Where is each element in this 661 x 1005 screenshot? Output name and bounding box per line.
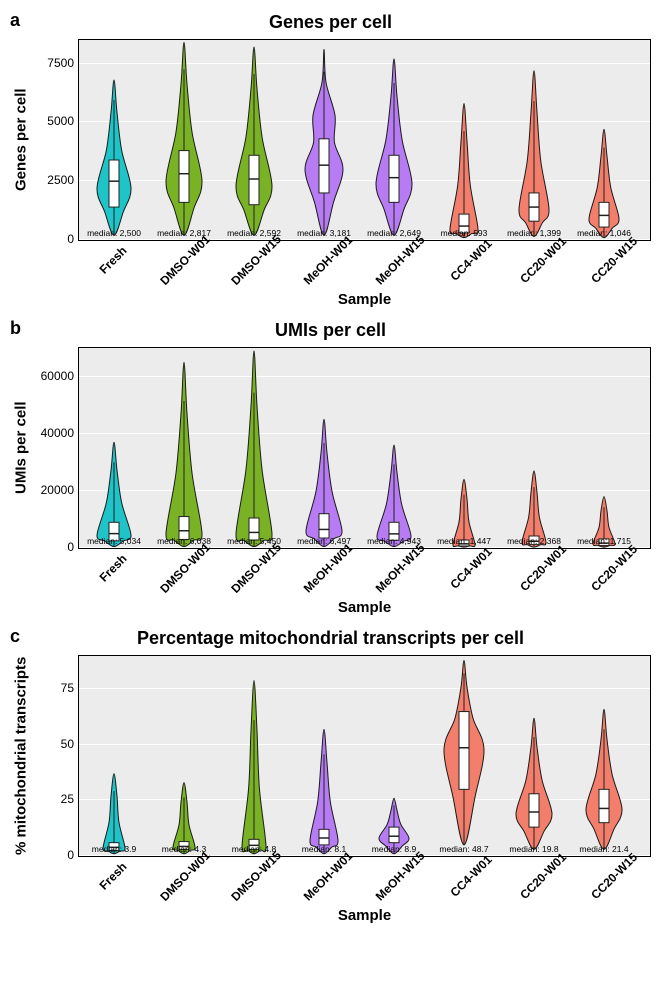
plot-area: median: 2,500median: 2,817median: 2,592m… <box>78 39 651 241</box>
y-axis-label: UMIs per cell <box>10 347 32 549</box>
y-axis-label: Genes per cell <box>10 39 32 241</box>
x-axis-row: FreshDMSO-W01DMSO-W15MeOH-W01MeOH-W15CC4… <box>78 549 651 597</box>
y-tick-label: 5000 <box>47 114 74 128</box>
y-tick-label: 2500 <box>47 173 74 187</box>
violin-layer <box>79 656 639 856</box>
chart-row: % mitochondrial transcripts0255075median… <box>10 655 651 857</box>
panel-a: aGenes per cellGenes per cell02500500075… <box>10 10 651 308</box>
y-tick-column: 0255075 <box>32 655 78 855</box>
chart-row: Genes per cell0250050007500median: 2,500… <box>10 39 651 241</box>
chart-title: Percentage mitochondrial transcripts per… <box>10 628 651 649</box>
panel-letter: a <box>10 10 20 31</box>
chart-row: UMIs per cell0200004000060000median: 5,0… <box>10 347 651 549</box>
figure: aGenes per cellGenes per cell02500500075… <box>10 10 651 934</box>
violin-layer <box>79 348 639 548</box>
panel-b: bUMIs per cellUMIs per cell0200004000060… <box>10 318 651 616</box>
y-tick-column: 0200004000060000 <box>32 347 78 547</box>
chart-title: Genes per cell <box>10 12 651 33</box>
y-tick-label: 20000 <box>41 483 74 497</box>
boxplot-box <box>249 155 259 204</box>
median-label: median: 593 <box>441 228 488 238</box>
panel-c: cPercentage mitochondrial transcripts pe… <box>10 626 651 924</box>
plot-area: median: 5,034median: 6,038median: 5,450m… <box>78 347 651 549</box>
median-label: median: 48.7 <box>439 844 488 854</box>
x-axis-row: FreshDMSO-W01DMSO-W15MeOH-W01MeOH-W15CC4… <box>78 857 651 905</box>
median-label: median: 19.8 <box>509 844 558 854</box>
median-label: median: 1,399 <box>507 228 561 238</box>
median-label: median: 2,368 <box>507 536 561 546</box>
boxplot-box <box>459 712 469 790</box>
y-tick-label: 25 <box>61 792 74 806</box>
violin-layer <box>79 40 639 240</box>
plot-area: median: 3.9median: 4.3median: 4.8median:… <box>78 655 651 857</box>
median-label: median: 1,715 <box>577 536 631 546</box>
median-label: median: 8.9 <box>372 844 416 854</box>
y-tick-column: 0250050007500 <box>32 39 78 239</box>
median-label: median: 21.4 <box>579 844 628 854</box>
y-tick-label: 0 <box>67 848 74 862</box>
boxplot-box <box>389 155 399 202</box>
x-axis-row: FreshDMSO-W01DMSO-W15MeOH-W01MeOH-W15CC4… <box>78 241 651 289</box>
y-tick-label: 60000 <box>41 369 74 383</box>
boxplot-box <box>599 789 609 822</box>
boxplot-box <box>529 794 539 827</box>
y-tick-label: 0 <box>67 232 74 246</box>
y-tick-label: 50 <box>61 737 74 751</box>
boxplot-box <box>179 151 189 203</box>
y-tick-label: 0 <box>67 540 74 554</box>
y-tick-label: 75 <box>61 681 74 695</box>
y-axis-label: % mitochondrial transcripts <box>10 655 32 857</box>
median-label: median: 1,046 <box>577 228 631 238</box>
boxplot-box <box>319 514 329 538</box>
y-tick-label: 40000 <box>41 426 74 440</box>
chart-title: UMIs per cell <box>10 320 651 341</box>
panel-letter: c <box>10 626 20 647</box>
y-tick-label: 7500 <box>47 56 74 70</box>
panel-letter: b <box>10 318 21 339</box>
boxplot-box <box>109 160 119 207</box>
median-label: median: 8.1 <box>302 844 346 854</box>
boxplot-box <box>319 829 329 845</box>
boxplot-box <box>389 827 399 843</box>
